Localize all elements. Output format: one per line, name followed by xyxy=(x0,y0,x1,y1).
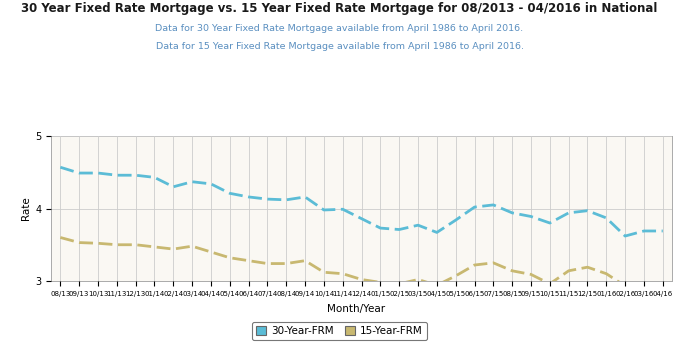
Legend: 30-Year-FRM, 15-Year-FRM: 30-Year-FRM, 15-Year-FRM xyxy=(252,322,427,340)
Text: Month/Year: Month/Year xyxy=(327,304,386,314)
Text: Data for 15 Year Fixed Rate Mortgage available from April 1986 to April 2016.: Data for 15 Year Fixed Rate Mortgage ava… xyxy=(155,42,524,51)
Y-axis label: Rate: Rate xyxy=(21,196,31,221)
Text: 30 Year Fixed Rate Mortgage vs. 15 Year Fixed Rate Mortgage for 08/2013 - 04/201: 30 Year Fixed Rate Mortgage vs. 15 Year … xyxy=(21,2,658,15)
Text: Data for 30 Year Fixed Rate Mortgage available from April 1986 to April 2016.: Data for 30 Year Fixed Rate Mortgage ava… xyxy=(155,24,524,34)
